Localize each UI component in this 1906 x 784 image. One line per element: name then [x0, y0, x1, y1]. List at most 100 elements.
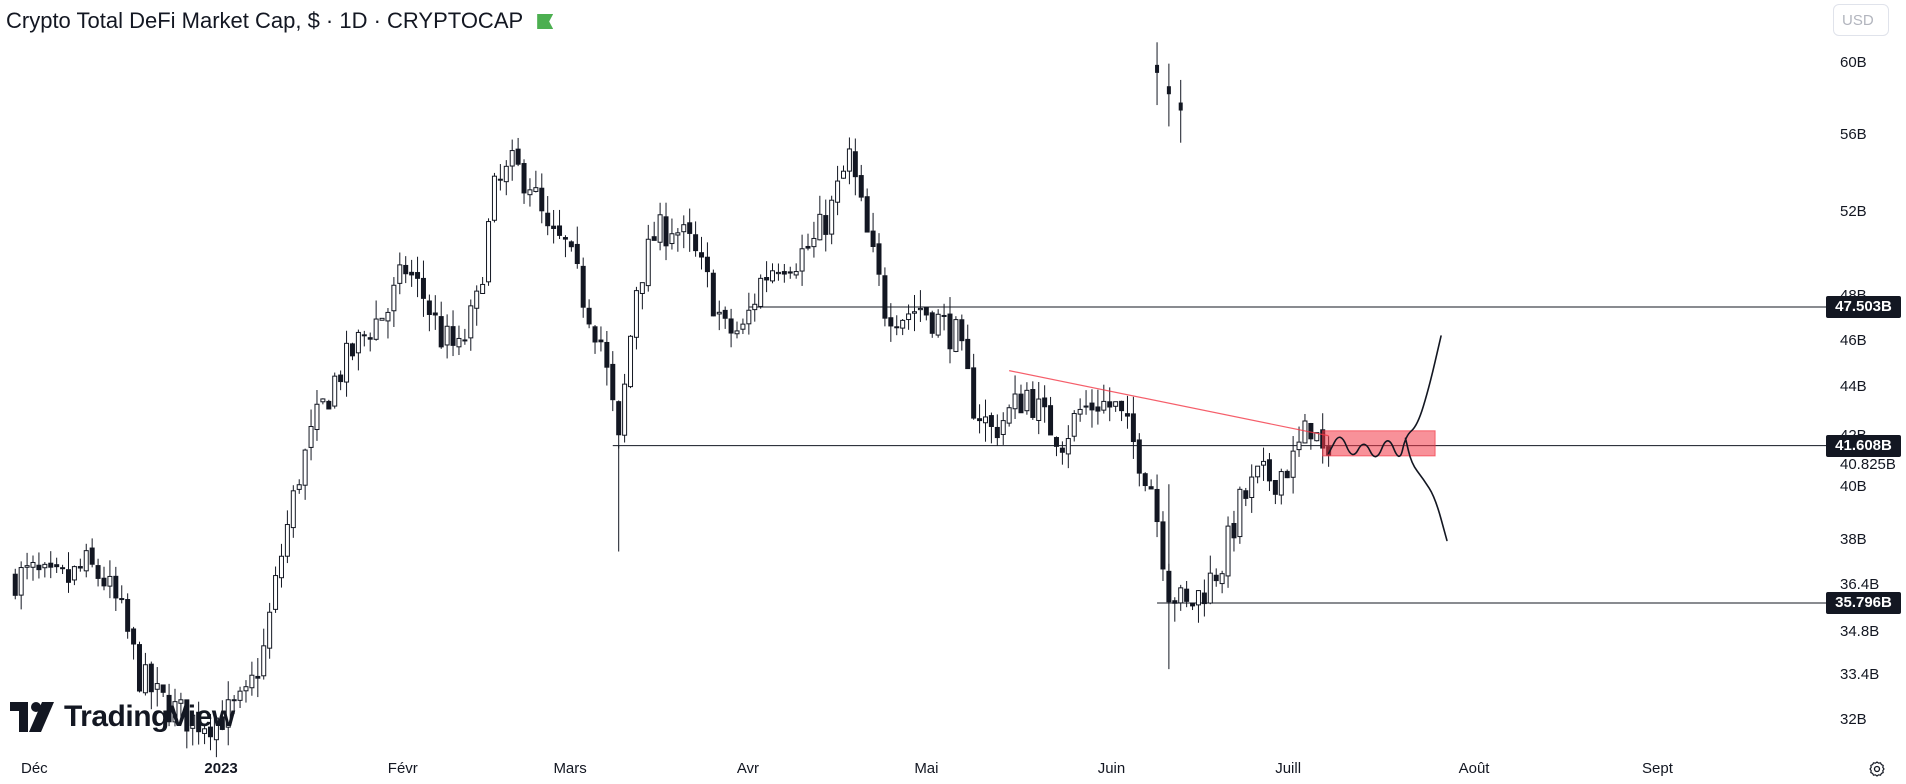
candle-body: [527, 189, 533, 196]
candle-body: [219, 716, 225, 730]
candle-body: [864, 196, 870, 233]
candle-body: [432, 312, 438, 316]
candle-body: [438, 316, 444, 348]
candle-body: [1065, 438, 1071, 455]
candle-body: [557, 225, 563, 236]
candle-body: [533, 187, 539, 192]
candle-body: [1059, 447, 1065, 453]
candle-body: [154, 683, 160, 690]
outlier-candle-body: [1178, 102, 1183, 111]
candle-body: [947, 313, 953, 350]
candle-body: [764, 277, 770, 281]
candle-body: [716, 311, 722, 315]
candle-body: [18, 567, 24, 596]
candle-body: [320, 398, 326, 403]
x-tick-label: Août: [1458, 760, 1490, 777]
candle-body: [474, 290, 480, 309]
y-tick-label: 40B: [1840, 477, 1867, 495]
candle-body: [515, 148, 521, 165]
candle-body: [1302, 420, 1308, 444]
candle-body: [568, 241, 574, 248]
candle-body: [107, 575, 113, 587]
y-tick-label: 36.4B: [1840, 576, 1880, 594]
candle-body: [770, 270, 776, 282]
x-tick-label: Juin: [1097, 760, 1126, 777]
x-tick-label: Févr: [387, 760, 418, 777]
candle-body: [1278, 471, 1284, 496]
candle-body: [456, 337, 462, 348]
flag-icon[interactable]: [537, 14, 554, 29]
candle-body: [1148, 486, 1154, 490]
x-tick-label: Déc: [21, 760, 48, 777]
candle-body: [355, 331, 361, 354]
candle-body: [1160, 521, 1166, 570]
candle-body: [835, 180, 841, 203]
candle-body: [758, 277, 764, 307]
candle-body: [142, 664, 148, 694]
candle-body: [344, 342, 350, 383]
candle-body: [693, 234, 699, 252]
outlier-candle-body: [1155, 64, 1160, 73]
candle-body: [734, 330, 740, 335]
candle-body: [213, 717, 219, 741]
candle-body: [491, 175, 497, 221]
candle-body: [462, 339, 468, 342]
candle-body: [876, 243, 882, 275]
currency-button[interactable]: USD: [1833, 4, 1889, 36]
candle-body: [941, 314, 947, 317]
settings-gear-icon[interactable]: [1869, 761, 1885, 777]
candle-body: [1000, 420, 1006, 435]
candle-body: [657, 214, 663, 243]
candle-body: [1113, 401, 1119, 407]
candle-body: [675, 232, 681, 236]
candle-body: [793, 271, 799, 276]
candle-body: [1142, 473, 1148, 487]
x-tick-label: Mai: [914, 760, 939, 777]
candle-body: [1231, 522, 1237, 539]
candle-body: [373, 318, 379, 340]
candle-body: [160, 684, 166, 693]
candle-body: [119, 598, 125, 601]
candle-body: [580, 265, 586, 308]
candle-body: [1255, 465, 1261, 478]
candle-body: [1184, 588, 1190, 602]
candle-body: [906, 313, 912, 321]
candle-body: [728, 318, 734, 334]
candle-body: [468, 305, 474, 339]
candle-body: [982, 416, 988, 424]
candle-body: [385, 311, 391, 322]
candle-body: [497, 178, 503, 181]
candle-body: [284, 524, 290, 557]
candle-body: [338, 374, 344, 383]
candle-body: [799, 248, 805, 272]
candle-body: [24, 565, 30, 568]
candle-body: [503, 165, 509, 183]
candle-body: [882, 275, 888, 319]
candle-body: [1024, 389, 1030, 412]
candle-body: [574, 243, 580, 265]
candle-body: [1018, 393, 1024, 414]
candle-body: [1261, 460, 1267, 466]
candle-body: [101, 577, 107, 587]
candle-body: [1124, 413, 1130, 417]
candle-body: [787, 271, 793, 274]
outlier-candle-body: [1166, 86, 1171, 95]
candle-body: [1006, 407, 1012, 424]
y-tick-label: 56B: [1840, 125, 1867, 143]
x-tick-label: Mars: [553, 760, 587, 777]
candle-body: [740, 323, 746, 330]
candle-body: [1296, 441, 1302, 451]
candle-body: [54, 564, 60, 568]
chart-title: Crypto Total DeFi Market Cap, $ · 1D · C…: [6, 8, 554, 34]
tradingview-logo[interactable]: TradingView: [10, 700, 235, 734]
candle-body: [178, 699, 184, 704]
candle-body: [852, 151, 858, 178]
candle-body: [628, 335, 634, 388]
candle-body: [622, 383, 628, 436]
candle-body: [415, 272, 421, 279]
candle-body: [1201, 592, 1207, 605]
resistance-zone: [1322, 430, 1436, 457]
candle-body: [669, 233, 675, 245]
candle-body: [1089, 402, 1095, 411]
